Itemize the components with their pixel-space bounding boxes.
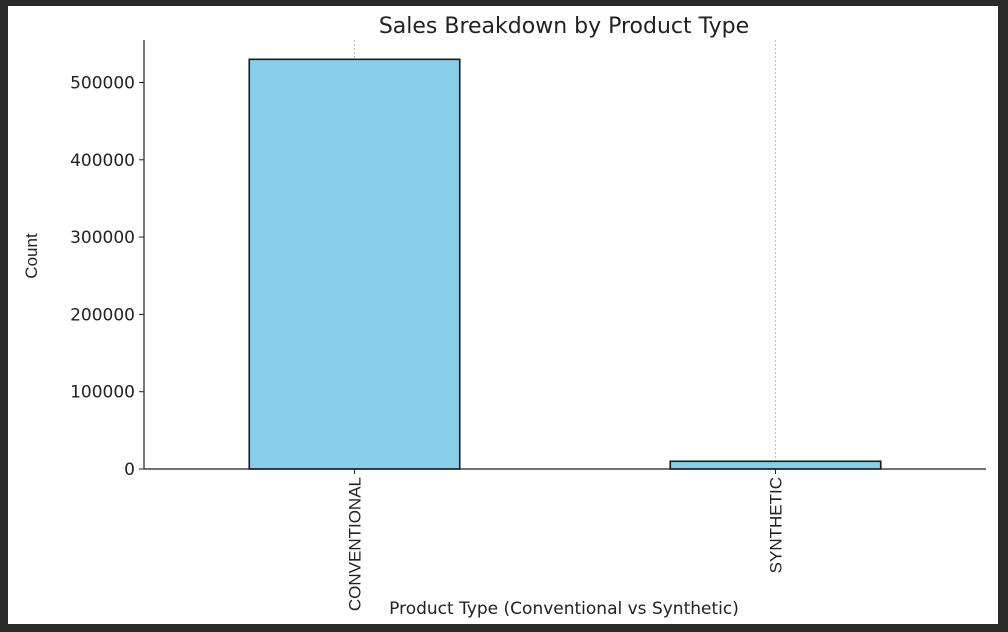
- y-ticks: 0 100000 200000 300000 400000 500000: [70, 74, 144, 480]
- x-axis-label: Product Type (Conventional vs Synthetic): [389, 599, 739, 619]
- x-ticks: CONVENTIONAL SYNTHETIC: [346, 469, 786, 611]
- y-tick-label: 0: [124, 460, 135, 480]
- x-tick-label-synthetic: SYNTHETIC: [767, 477, 786, 573]
- chart-title: Sales Breakdown by Product Type: [379, 14, 749, 39]
- bar-synthetic: [669, 460, 882, 470]
- bars-layer: [248, 58, 882, 470]
- x-tick-label-conventional: CONVENTIONAL: [346, 477, 365, 611]
- chart-canvas: [8, 6, 998, 624]
- y-axis-label: Count: [22, 233, 41, 279]
- axes-layer: [143, 40, 986, 470]
- bar-conventional: [248, 58, 461, 470]
- y-tick-label: 300000: [70, 228, 135, 248]
- y-tick-label: 500000: [70, 74, 135, 94]
- y-tick-label: 200000: [70, 305, 135, 325]
- y-tick-label: 400000: [70, 151, 135, 171]
- y-tick-label: 100000: [70, 383, 135, 403]
